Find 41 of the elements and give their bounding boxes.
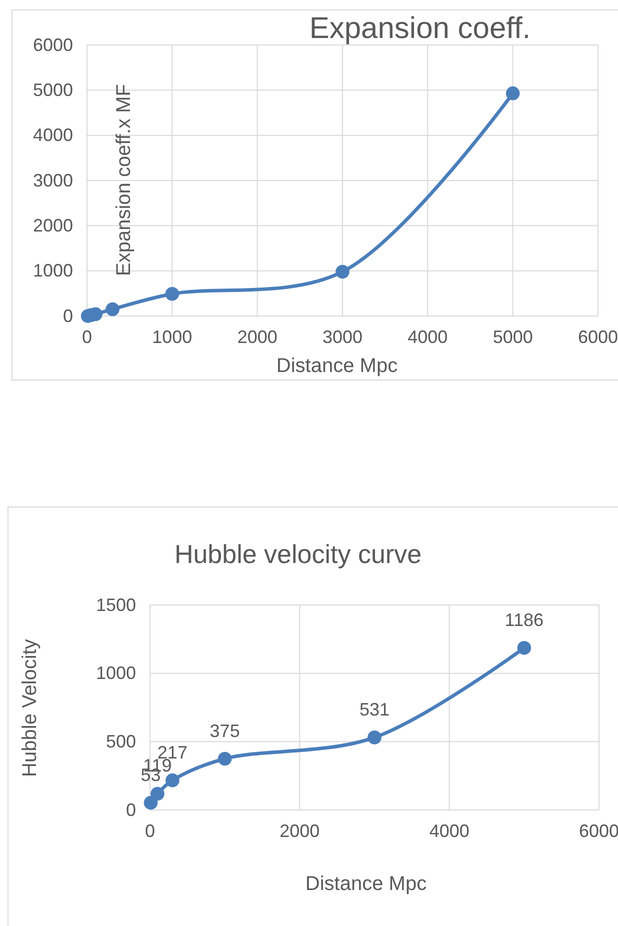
y-axis-title: Hubble Velocity bbox=[19, 639, 41, 777]
x-tick-label: 1000 bbox=[152, 326, 192, 347]
y-axis-title: Expansion coeff.x MF bbox=[113, 84, 135, 276]
y-tick-label: 1500 bbox=[96, 594, 136, 615]
point bbox=[165, 286, 180, 301]
y-tick-label: 0 bbox=[62, 306, 73, 326]
point bbox=[218, 752, 232, 766]
x-axis-title: Distance Mpc bbox=[305, 873, 427, 895]
chart-title: Expansion coeff. bbox=[309, 12, 531, 45]
x-tick-label: 6000 bbox=[578, 326, 618, 347]
point bbox=[106, 302, 120, 316]
x-tick-label: 2000 bbox=[237, 326, 278, 347]
data-label: 1186 bbox=[504, 610, 544, 630]
x-tick-label: 4000 bbox=[429, 820, 470, 841]
point bbox=[150, 786, 164, 801]
y-tick-label: 4000 bbox=[32, 125, 73, 146]
chart-title: Hubble velocity curve bbox=[174, 539, 422, 569]
y-tick-label: 1000 bbox=[32, 260, 73, 281]
x-tick-label: 2000 bbox=[280, 820, 320, 841]
x-tick-label: 6000 bbox=[578, 820, 618, 841]
x-axis-title: Distance Mpc bbox=[276, 355, 398, 377]
y-tick-label: 1000 bbox=[96, 663, 136, 684]
y-tick-label: 3000 bbox=[32, 170, 73, 190]
y-tick-label: 500 bbox=[106, 731, 136, 752]
point bbox=[166, 773, 180, 788]
y-tick-label: 5000 bbox=[32, 80, 73, 100]
point bbox=[517, 641, 532, 655]
point bbox=[506, 86, 520, 100]
y-tick-label: 2000 bbox=[32, 215, 73, 236]
data-label: 531 bbox=[359, 699, 390, 720]
x-tick-label: 3000 bbox=[322, 326, 363, 347]
y-tick-label: 0 bbox=[126, 800, 136, 820]
x-tick-label: 0 bbox=[82, 326, 92, 347]
data-label: 375 bbox=[210, 720, 240, 741]
point bbox=[368, 730, 382, 744]
x-tick-label: 5000 bbox=[492, 326, 533, 347]
y-tick-label: 6000 bbox=[32, 34, 73, 55]
point bbox=[336, 264, 350, 279]
x-tick-label: 4000 bbox=[408, 326, 448, 347]
point bbox=[144, 796, 158, 810]
x-tick-label: 0 bbox=[144, 820, 156, 841]
